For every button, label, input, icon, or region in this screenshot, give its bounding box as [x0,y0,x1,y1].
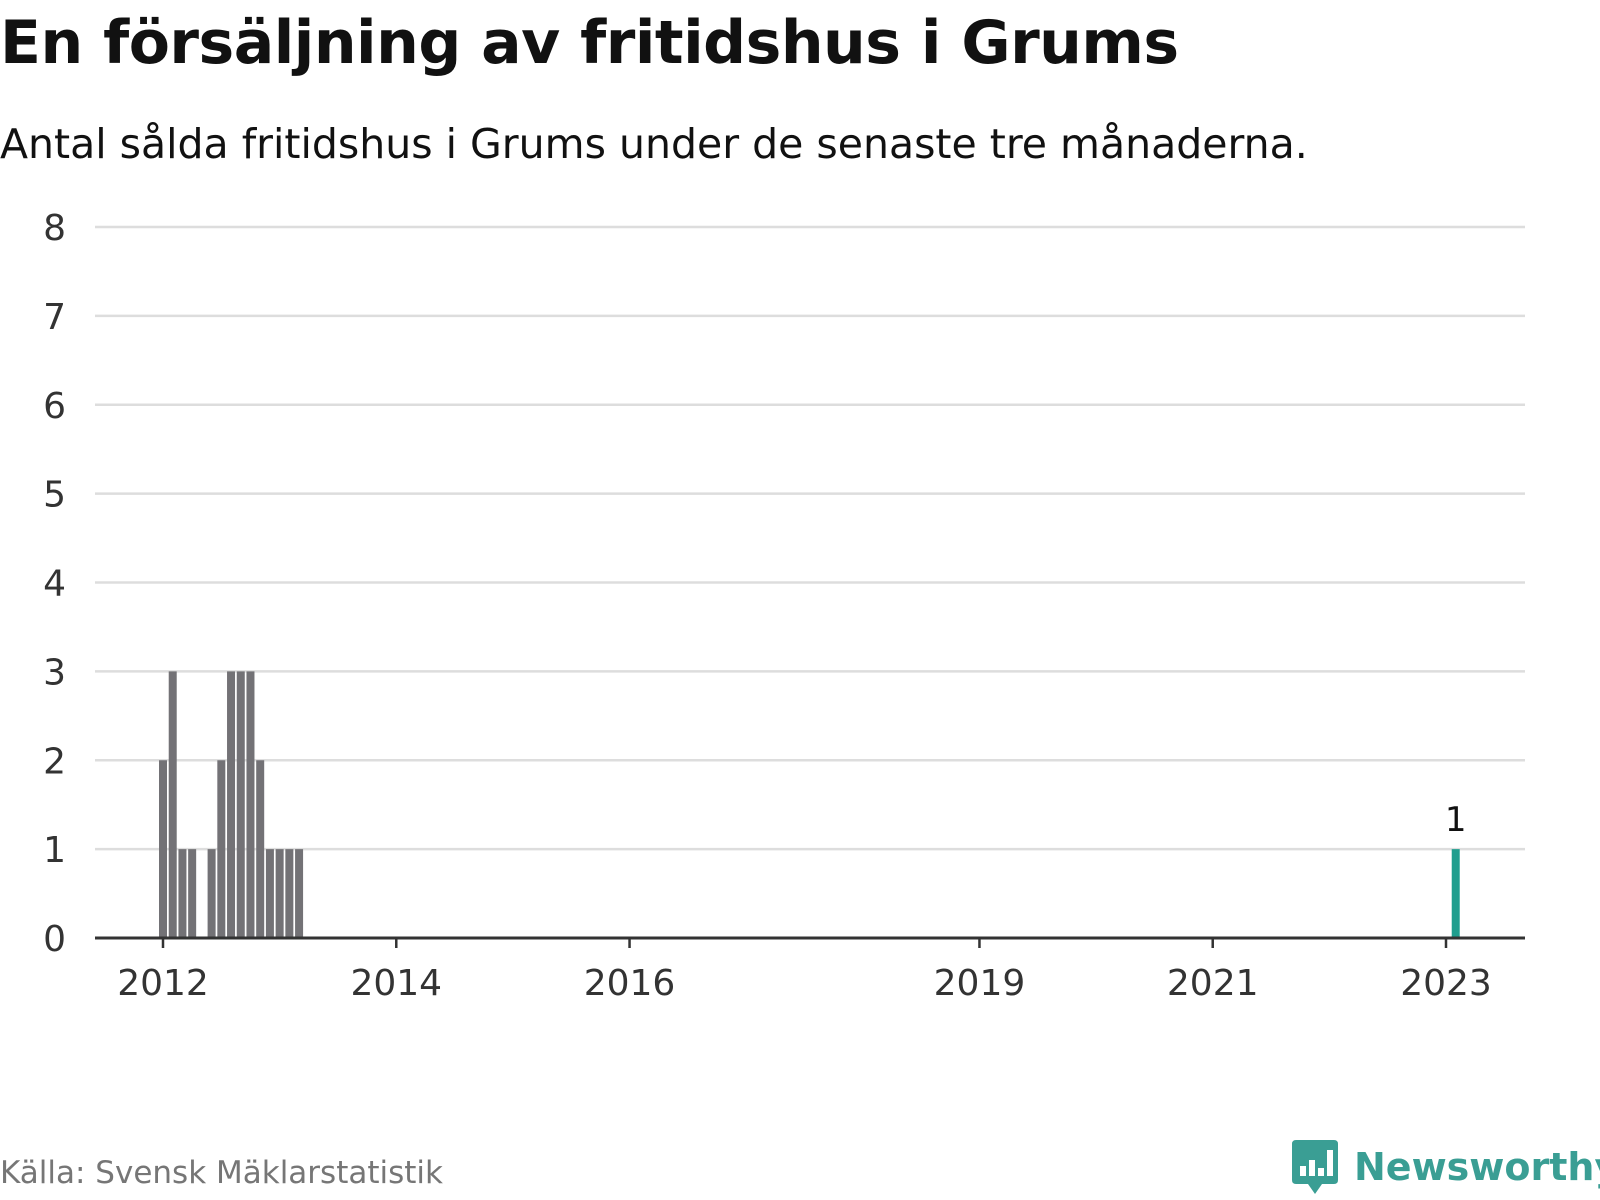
bar [275,849,284,938]
grid-lines [95,225,1525,851]
x-tick-label: 2019 [934,963,1026,1004]
bar [265,849,274,938]
brand-name: Newsworthy [1354,1145,1600,1189]
bar [159,760,167,938]
x-tick-label: 2012 [117,963,209,1004]
source-note: Källa: Svensk Mäklarstatistik [0,1155,443,1191]
bar [168,671,177,938]
y-tick-label: 6 [43,386,66,427]
brand[interactable]: Newsworthy [1290,1138,1600,1196]
bars [159,671,1460,938]
bar [256,760,265,938]
y-tick-label: 7 [43,297,66,338]
y-tick-label: 8 [43,208,66,249]
tick-labels: 0 1 2 3 4 5 6 7 8 2012 2014 2016 2019 2021 2023 1 [43,208,1492,1004]
bar [178,849,187,938]
bar [188,849,197,938]
bar [295,849,304,938]
y-tick-label: 3 [43,652,66,693]
y-tick-label: 1 [43,830,66,871]
bar [227,671,236,938]
y-tick-label: 2 [43,741,66,782]
x-tick-label: 2023 [1400,963,1492,1004]
bar [246,671,255,938]
y-tick-label: 4 [43,564,66,605]
bar [207,849,216,938]
chart-subtitle: Antal sålda fritidshus i Grums under de … [0,120,1308,168]
chart-title: En försäljning av fritidshus i Grums [0,8,1179,78]
bar-chart: 0 1 2 3 4 5 6 7 8 2012 2014 2016 2019 2021 2023 1 [43,208,1525,1004]
x-tick-label: 2016 [584,963,676,1004]
data-label: 1 [1445,800,1467,840]
bar-latest [1451,849,1460,938]
bar [217,760,226,938]
bar [285,849,294,938]
y-tick-label: 0 [43,919,66,960]
x-tick-label: 2014 [350,963,442,1004]
x-tick-label: 2021 [1167,963,1259,1004]
y-tick-label: 5 [43,475,66,516]
axes [95,936,1525,948]
bar [236,671,245,938]
bar-chart-speech-bubble-icon [1292,1140,1338,1194]
